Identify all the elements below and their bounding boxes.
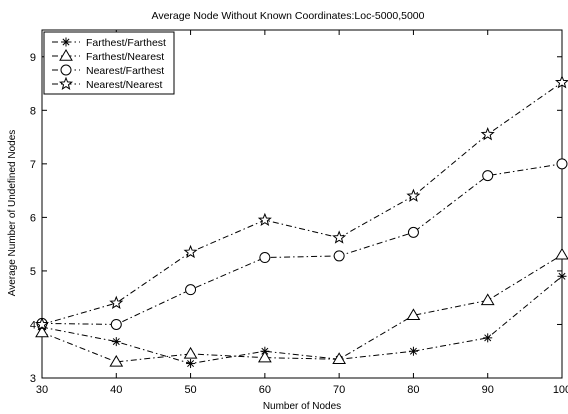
legend-marker <box>58 76 74 90</box>
legend-entry-farthest-nearest: Farthest/Nearest <box>52 49 164 63</box>
x-tick-label: 90 <box>482 384 494 396</box>
x-tick-label: 60 <box>259 384 271 396</box>
data-point-farthest-nearest <box>332 352 347 364</box>
series-line-farthest-farthest <box>41 275 563 365</box>
data-point-nearest-nearest <box>554 75 568 89</box>
x-tick-label: 100 <box>553 384 568 396</box>
legend-entry-farthest-farthest: Farthest/Farthest <box>52 37 166 49</box>
legend-entry-nearest-nearest: Nearest/Nearest <box>52 76 163 91</box>
data-point-farthest-farthest <box>483 333 493 343</box>
data-point-farthest-nearest <box>406 308 421 321</box>
x-tick-label: 30 <box>36 384 48 396</box>
data-point-farthest-nearest <box>109 354 124 367</box>
x-axis-label: Number of Nodes <box>263 401 341 412</box>
data-point-farthest-farthest <box>186 359 196 369</box>
legend-marker <box>61 37 71 47</box>
data-point-nearest-farthest <box>110 318 122 330</box>
data-point-nearest-nearest <box>109 295 124 310</box>
data-point-nearest-nearest <box>183 244 198 259</box>
y-tick-label: 7 <box>30 159 36 171</box>
data-point-farthest-farthest <box>111 337 121 347</box>
series-farthest-nearest <box>35 247 568 367</box>
series-line-nearest-nearest <box>41 82 563 325</box>
data-point-nearest-farthest <box>185 284 197 296</box>
data-point-farthest-nearest <box>555 247 568 260</box>
x-tick-label: 80 <box>407 384 419 396</box>
x-tick-label: 70 <box>333 384 345 396</box>
legend-label: Nearest/Nearest <box>86 79 163 91</box>
series-nearest-farthest <box>36 158 568 330</box>
legend: Farthest/Farthest Farthest/Nearest Nearest… <box>43 31 175 95</box>
data-point-farthest-nearest <box>35 325 49 338</box>
data-point-nearest-farthest <box>556 158 568 170</box>
y-axis: 3 4 5 6 7 8 9 <box>30 52 562 385</box>
series-layer <box>34 75 568 369</box>
data-point-nearest-nearest <box>332 230 347 244</box>
series-line-farthest-nearest <box>41 254 563 363</box>
series-nearest-nearest <box>34 75 568 331</box>
y-tick-label: 9 <box>30 52 36 64</box>
data-point-farthest-nearest <box>257 350 272 363</box>
data-point-nearest-farthest <box>333 250 345 262</box>
legend-label: Nearest/Farthest <box>86 65 164 77</box>
legend-marker <box>59 49 73 61</box>
data-point-farthest-nearest <box>480 293 495 306</box>
y-tick-label: 3 <box>30 373 36 385</box>
data-point-nearest-farthest <box>407 226 419 238</box>
data-point-nearest-farthest <box>259 252 271 264</box>
plot-area <box>41 29 563 379</box>
x-tick-label: 40 <box>110 384 122 396</box>
data-point-farthest-farthest <box>557 271 567 281</box>
data-point-nearest-farthest <box>482 170 494 182</box>
y-tick-label: 4 <box>30 319 36 331</box>
data-point-farthest-farthest <box>408 346 418 356</box>
legend-label: Farthest/Nearest <box>86 51 164 63</box>
y-tick-label: 6 <box>30 212 36 224</box>
legend-label: Farthest/Farthest <box>86 37 166 49</box>
series-line-nearest-farthest <box>41 163 563 325</box>
data-point-nearest-nearest <box>257 212 272 227</box>
data-point-nearest-nearest <box>406 188 421 202</box>
legend-entry-nearest-farthest: Nearest/Farthest <box>52 64 164 77</box>
y-tick-label: 8 <box>30 105 36 117</box>
data-point-nearest-nearest <box>34 317 50 331</box>
y-tick-label: 5 <box>30 266 36 278</box>
y-axis-label: Average Number of Undefined Nodes <box>7 130 18 297</box>
data-point-nearest-nearest <box>480 127 495 141</box>
chart-title: Average Node Without Known Coordinates:L… <box>152 10 425 22</box>
x-axis: 30 40 50 60 70 80 90 100 <box>36 30 568 396</box>
legend-marker <box>60 64 72 76</box>
x-tick-label: 50 <box>184 384 196 396</box>
data-point-farthest-nearest <box>183 346 198 359</box>
